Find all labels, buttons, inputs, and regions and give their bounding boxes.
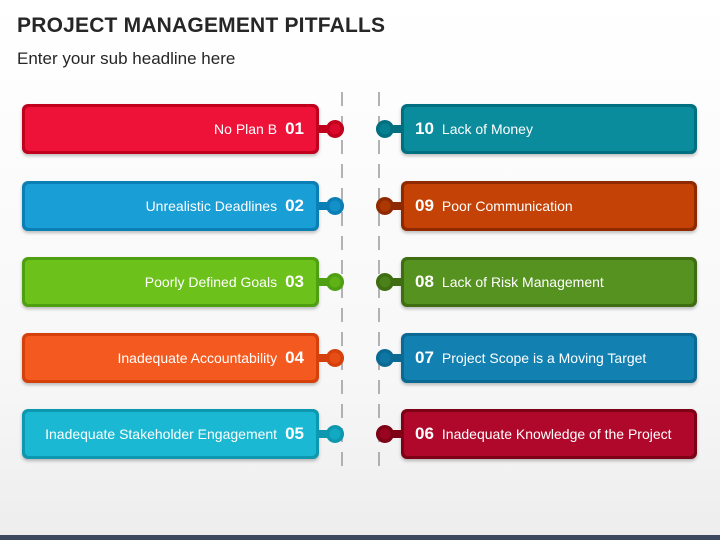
card-face: Poorly Defined Goals 03: [25, 260, 316, 304]
connector-tab: [375, 272, 403, 292]
card-face: Inadequate Accountability 04: [25, 336, 316, 380]
pitfall-card-05: Inadequate Stakeholder Engagement 05: [22, 409, 345, 459]
pitfall-label: No Plan B: [214, 121, 278, 137]
pitfall-card-01: No Plan B 01: [22, 104, 345, 154]
pitfall-card-09: 09 Poor Communication: [375, 181, 697, 231]
card-face: 07 Project Scope is a Moving Target: [404, 336, 694, 380]
pitfall-label: Poorly Defined Goals: [144, 274, 278, 290]
pitfall-number: 03: [285, 272, 304, 291]
pitfall-label: Unrealistic Deadlines: [145, 198, 278, 214]
pitfall-number: 10: [415, 119, 434, 138]
bottom-bar: [0, 535, 720, 540]
card-face: 08 Lack of Risk Management: [404, 260, 694, 304]
pitfall-label: Inadequate Knowledge of the Project: [441, 426, 672, 442]
connector-tab: [317, 424, 345, 444]
page-title: PROJECT MANAGEMENT PITFALLS: [17, 14, 386, 37]
pitfall-card-07: 07 Project Scope is a Moving Target: [375, 333, 697, 383]
pitfall-card-08: 08 Lack of Risk Management: [375, 257, 697, 307]
pitfall-number: 05: [285, 424, 304, 443]
connector-tab: [317, 272, 345, 292]
card-face: 10 Lack of Money: [404, 107, 694, 151]
connector-tab: [317, 119, 345, 139]
card-face: Inadequate Stakeholder Engagement 05: [25, 412, 316, 456]
card-face: 06 Inadequate Knowledge of the Project: [404, 412, 694, 456]
pitfall-label: Project Scope is a Moving Target: [441, 350, 647, 366]
pitfall-label: Poor Communication: [441, 198, 573, 214]
pitfall-label: Lack of Risk Management: [441, 274, 604, 290]
pitfall-number: 06: [415, 424, 434, 443]
pitfall-label: Inadequate Accountability: [117, 350, 278, 366]
card-face: Unrealistic Deadlines 02: [25, 184, 316, 228]
connector-tab: [375, 196, 403, 216]
connector-tab: [375, 348, 403, 368]
pitfall-card-10: 10 Lack of Money: [375, 104, 697, 154]
pitfall-card-06: 06 Inadequate Knowledge of the Project: [375, 409, 697, 459]
pitfall-card-03: Poorly Defined Goals 03: [22, 257, 345, 307]
page-subtitle: Enter your sub headline here: [17, 49, 236, 68]
card-face: 09 Poor Communication: [404, 184, 694, 228]
connector-tab: [317, 348, 345, 368]
pitfall-number: 02: [285, 196, 304, 215]
pitfall-number: 01: [285, 119, 304, 138]
connector-tab: [375, 424, 403, 444]
pitfall-number: 08: [415, 272, 434, 291]
connector-tab: [375, 119, 403, 139]
pitfall-label: Lack of Money: [441, 121, 533, 137]
card-face: No Plan B 01: [25, 107, 316, 151]
pitfall-card-04: Inadequate Accountability 04: [22, 333, 345, 383]
pitfall-number: 09: [415, 196, 434, 215]
pitfall-number: 07: [415, 348, 434, 367]
pitfall-label: Inadequate Stakeholder Engagement: [45, 426, 278, 442]
pitfall-number: 04: [285, 348, 304, 367]
left-divider-line: [340, 92, 344, 468]
pitfall-card-02: Unrealistic Deadlines 02: [22, 181, 345, 231]
connector-tab: [317, 196, 345, 216]
right-divider-line: [377, 92, 381, 468]
